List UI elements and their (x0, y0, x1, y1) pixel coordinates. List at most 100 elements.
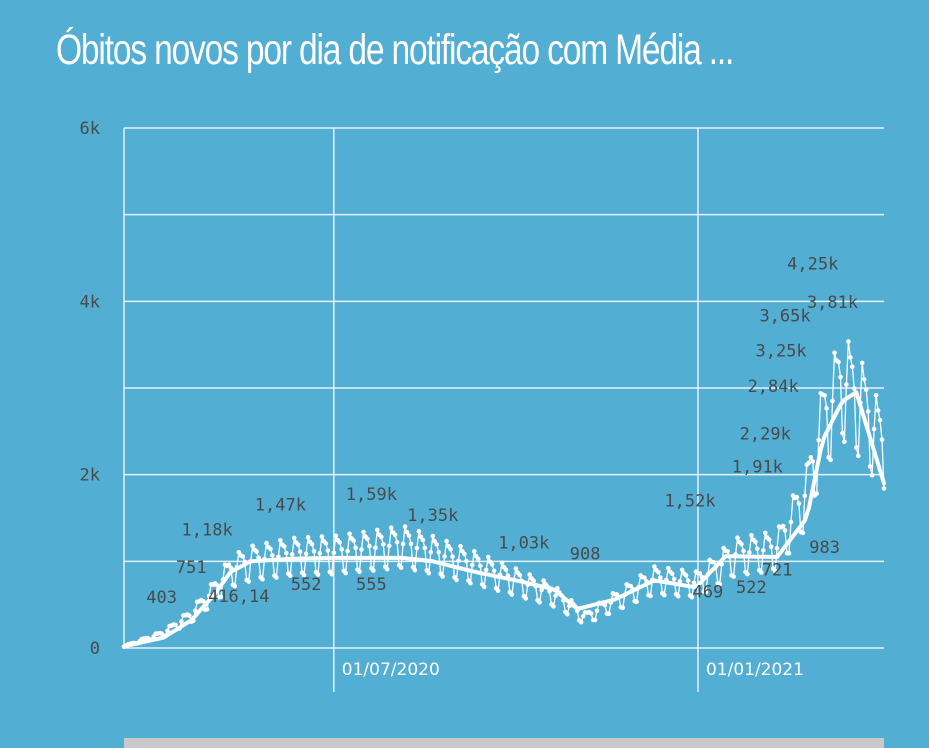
daily-point (749, 533, 754, 538)
daily-point (416, 528, 422, 534)
daily-point (806, 460, 812, 466)
daily-point (802, 493, 808, 499)
daily-point (648, 593, 653, 599)
daily-point (317, 550, 323, 556)
daily-point (517, 572, 523, 578)
daily-point (594, 608, 600, 613)
daily-point (606, 611, 612, 616)
daily-point (763, 530, 768, 536)
data-label: 552 (291, 575, 322, 595)
daily-point (365, 536, 370, 542)
daily-point (816, 437, 821, 443)
daily-point (753, 539, 758, 545)
daily-point (325, 548, 331, 553)
daily-point (565, 612, 570, 617)
daily-point (541, 578, 546, 583)
x-tick-label: 01/01/2021 (706, 660, 804, 680)
daily-point (440, 574, 445, 579)
daily-point (260, 577, 265, 582)
daily-point (353, 545, 358, 550)
data-label: 1,47k (255, 496, 306, 516)
annotations: 403 751 1,18k 416,14 1,47k 552 1,59k 555 1,35k 1,… (146, 255, 858, 608)
daily-point (412, 567, 418, 573)
data-label: 1,35k (407, 506, 458, 526)
y-axis-ticks: 0 2k 4k 6k (80, 119, 100, 659)
horizontal-scrollbar[interactable] (124, 738, 884, 748)
daily-point (747, 550, 752, 555)
daily-point (315, 572, 321, 577)
daily-point (683, 573, 689, 578)
daily-point (588, 611, 594, 616)
daily-point (875, 408, 881, 413)
daily-point (394, 539, 400, 545)
daily-point (337, 540, 343, 545)
daily-point (343, 570, 349, 576)
daily-point (270, 553, 275, 558)
grid-lines (123, 127, 884, 692)
daily-point (246, 579, 251, 584)
daily-point (731, 574, 736, 579)
daily-point (303, 551, 309, 557)
daily-point (861, 377, 867, 382)
daily-point (476, 556, 481, 562)
data-label: 403 (146, 588, 177, 608)
daily-point (456, 558, 461, 563)
daily-point (788, 519, 794, 525)
daily-point (468, 580, 473, 586)
daily-point (854, 445, 859, 450)
daily-point (323, 541, 329, 546)
data-label: 1,91k (732, 457, 783, 477)
daily-point (371, 568, 376, 573)
daily-point (291, 535, 297, 541)
daily-point (867, 464, 873, 469)
daily-point (398, 565, 404, 570)
daily-point (495, 588, 501, 593)
daily-point (697, 571, 703, 576)
daily-point (523, 596, 529, 601)
daily-point (373, 545, 378, 551)
daily-point (717, 582, 722, 587)
daily-point (772, 568, 778, 574)
daily-point (796, 501, 802, 506)
data-label: 3,81k (807, 293, 858, 313)
daily-point (634, 599, 639, 605)
y-tick-label: 0 (90, 639, 100, 659)
daily-point (814, 491, 819, 496)
daily-point (739, 541, 744, 547)
daily-point (284, 550, 289, 556)
daily-point (428, 549, 434, 555)
daily-point (832, 350, 837, 356)
daily-point (301, 572, 307, 578)
daily-point (436, 549, 442, 555)
daily-point (741, 548, 746, 554)
daily-point (881, 486, 887, 491)
y-tick-label: 4k (80, 292, 100, 312)
daily-point (537, 600, 542, 605)
daily-point (691, 580, 697, 586)
daily-point (485, 554, 491, 560)
data-label: 3,25k (755, 341, 806, 361)
daily-point (863, 387, 869, 393)
daily-point (375, 527, 380, 533)
daily-point (513, 566, 519, 571)
daily-point (402, 524, 408, 529)
daily-point (592, 617, 598, 623)
daily-point (808, 455, 814, 460)
data-label: 1,52k (664, 491, 715, 511)
daily-point (879, 437, 885, 442)
daily-point (865, 409, 871, 414)
daily-point (679, 567, 685, 573)
daily-point (846, 339, 851, 344)
daily-point (173, 622, 178, 628)
daily-point (759, 570, 764, 575)
daily-point (755, 546, 760, 552)
daily-point (822, 393, 827, 398)
daily-point (250, 543, 255, 549)
daily-point (509, 592, 515, 597)
daily-point (472, 549, 477, 554)
data-label: 1,03k (498, 534, 549, 554)
daily-point (464, 558, 469, 564)
x-axis-ticks: 01/07/2020 01/01/2021 (342, 660, 804, 680)
daily-point (420, 537, 426, 543)
data-label: 1,18k (182, 521, 233, 541)
